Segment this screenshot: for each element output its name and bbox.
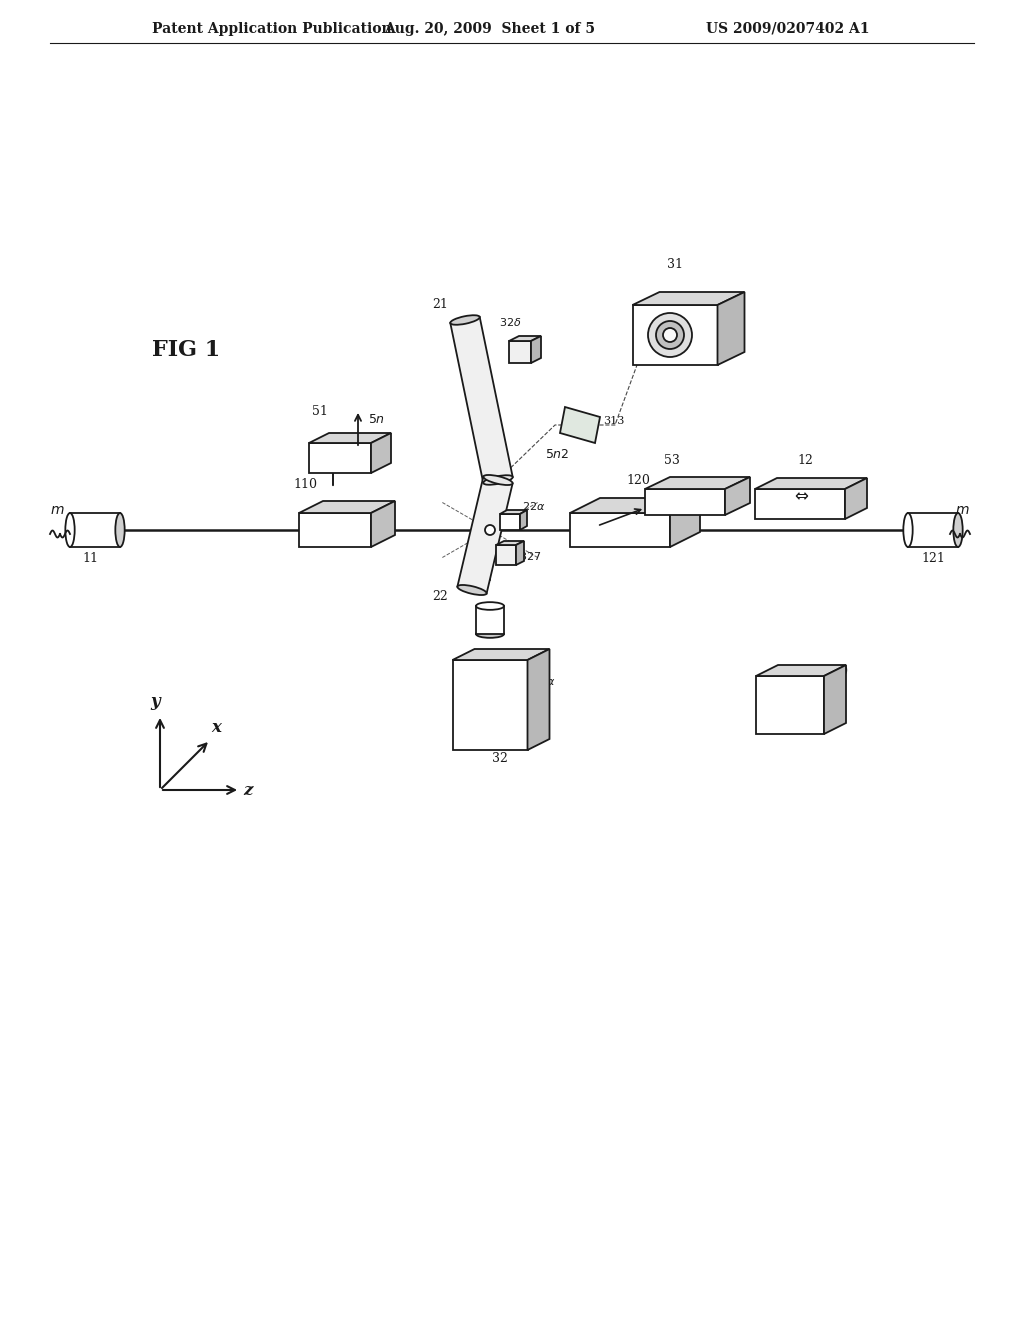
Ellipse shape xyxy=(66,513,75,546)
Text: x: x xyxy=(211,719,221,737)
Text: $22\alpha$: $22\alpha$ xyxy=(522,500,546,512)
Polygon shape xyxy=(309,433,391,444)
Polygon shape xyxy=(299,513,371,546)
Polygon shape xyxy=(453,660,527,750)
Polygon shape xyxy=(309,444,371,473)
Polygon shape xyxy=(645,477,750,488)
Text: $3n$: $3n$ xyxy=(722,325,739,338)
Text: 32: 32 xyxy=(493,752,508,766)
Polygon shape xyxy=(755,478,867,488)
Text: 110: 110 xyxy=(293,478,317,491)
Text: 120: 120 xyxy=(626,474,650,487)
Polygon shape xyxy=(756,676,824,734)
Polygon shape xyxy=(371,502,395,546)
Ellipse shape xyxy=(953,513,963,546)
Polygon shape xyxy=(520,510,527,531)
Text: 53: 53 xyxy=(664,454,680,467)
Polygon shape xyxy=(371,433,391,473)
Polygon shape xyxy=(645,488,725,515)
Circle shape xyxy=(663,327,677,342)
Ellipse shape xyxy=(451,315,479,325)
Polygon shape xyxy=(570,513,670,546)
Ellipse shape xyxy=(483,475,513,484)
Text: y: y xyxy=(151,693,160,710)
Polygon shape xyxy=(755,488,845,519)
Text: $5n2$: $5n2$ xyxy=(545,447,569,461)
Ellipse shape xyxy=(483,475,513,484)
Text: $32\alpha$: $32\alpha$ xyxy=(532,675,555,686)
Polygon shape xyxy=(500,513,520,531)
Ellipse shape xyxy=(476,630,504,638)
Text: 60: 60 xyxy=(831,665,848,678)
Text: 121: 121 xyxy=(921,552,945,565)
Text: $327$: $327$ xyxy=(519,550,542,562)
Ellipse shape xyxy=(903,513,912,546)
Circle shape xyxy=(485,525,495,535)
Polygon shape xyxy=(496,541,524,545)
Text: FIG 1: FIG 1 xyxy=(152,339,220,360)
Polygon shape xyxy=(527,649,550,750)
Text: $\Leftrightarrow$: $\Leftrightarrow$ xyxy=(791,486,809,504)
Text: 313: 313 xyxy=(603,416,625,426)
Circle shape xyxy=(656,321,684,348)
Text: $5n$: $5n$ xyxy=(368,413,385,426)
Polygon shape xyxy=(531,337,541,363)
Text: 51: 51 xyxy=(312,405,328,418)
Polygon shape xyxy=(756,665,846,676)
Polygon shape xyxy=(70,513,120,546)
Polygon shape xyxy=(560,407,600,444)
Polygon shape xyxy=(500,510,527,513)
Text: 22: 22 xyxy=(432,590,449,603)
Text: $m$: $m$ xyxy=(955,503,970,517)
Polygon shape xyxy=(824,665,846,734)
Polygon shape xyxy=(633,305,718,366)
Polygon shape xyxy=(509,337,541,341)
Polygon shape xyxy=(570,498,700,513)
Polygon shape xyxy=(633,292,744,305)
Polygon shape xyxy=(718,292,744,366)
Polygon shape xyxy=(516,541,524,565)
Text: Patent Application Publication: Patent Application Publication xyxy=(152,22,391,36)
Polygon shape xyxy=(845,478,867,519)
Polygon shape xyxy=(453,649,550,660)
Circle shape xyxy=(648,313,692,356)
Text: 31: 31 xyxy=(667,257,683,271)
Text: z: z xyxy=(244,781,253,799)
Text: 21: 21 xyxy=(432,298,449,312)
Text: $32\delta$: $32\delta$ xyxy=(499,315,521,327)
Polygon shape xyxy=(458,477,513,594)
Text: 11: 11 xyxy=(82,552,98,565)
Text: 52: 52 xyxy=(480,524,496,537)
Ellipse shape xyxy=(476,602,504,610)
Polygon shape xyxy=(509,341,531,363)
Polygon shape xyxy=(299,502,395,513)
Text: US 2009/0207402 A1: US 2009/0207402 A1 xyxy=(707,22,870,36)
Polygon shape xyxy=(451,317,513,483)
Polygon shape xyxy=(496,545,516,565)
Ellipse shape xyxy=(458,585,486,595)
Polygon shape xyxy=(908,513,958,546)
Polygon shape xyxy=(670,498,700,546)
Polygon shape xyxy=(476,606,504,634)
Text: 12: 12 xyxy=(797,454,813,467)
Text: Aug. 20, 2009  Sheet 1 of 5: Aug. 20, 2009 Sheet 1 of 5 xyxy=(384,22,596,36)
Polygon shape xyxy=(725,477,750,515)
Text: $m$: $m$ xyxy=(50,503,65,517)
Ellipse shape xyxy=(116,513,125,546)
